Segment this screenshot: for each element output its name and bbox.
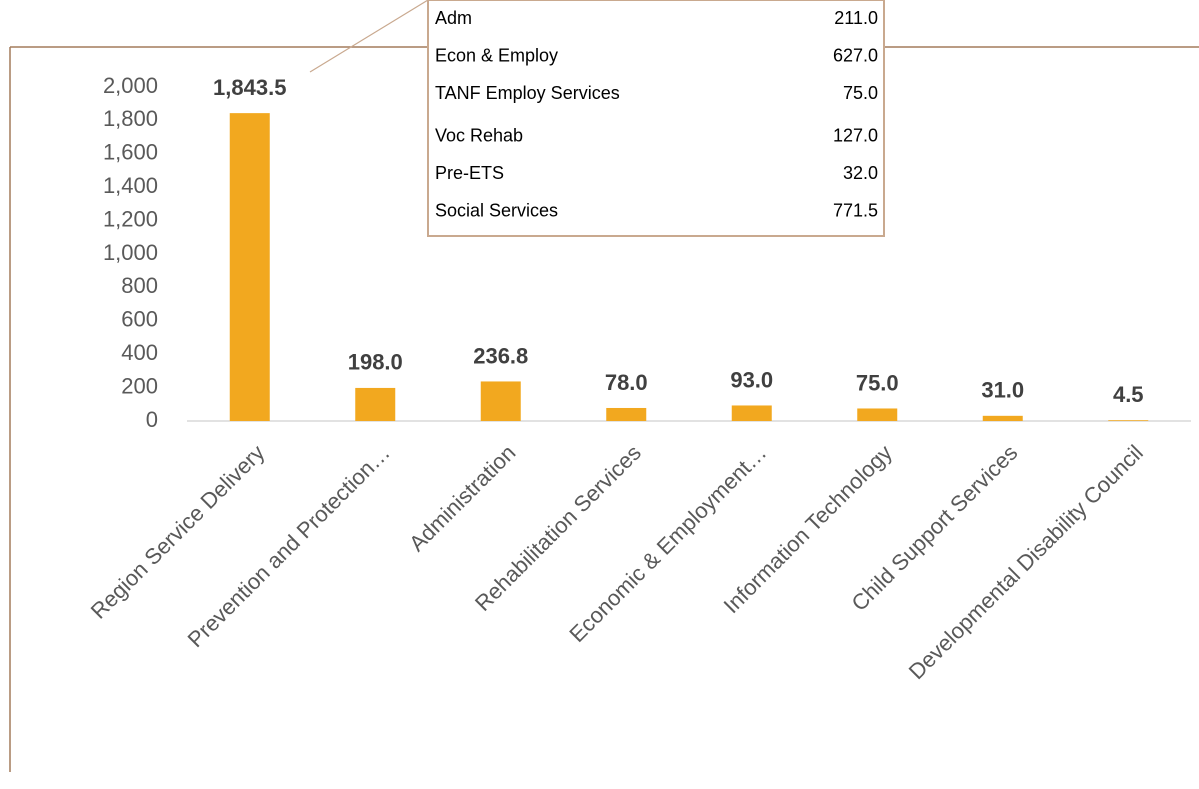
x-tick-label: Developmental Disability Council [904,440,1148,684]
callout-value: 211.0 [834,8,878,28]
callout-label: Econ & Employ [435,45,558,65]
callout-label: Voc Rehab [435,125,523,145]
callout-leader [309,0,429,73]
bar [480,381,521,421]
callout-box [427,0,885,237]
value-label: 31.0 [981,378,1024,403]
callout-label: Adm [435,8,472,28]
value-label: 1,843.5 [213,75,286,100]
bar [982,415,1023,421]
bar [857,408,898,421]
bar [355,387,396,421]
x-tick-label: Prevention and Protection… [183,440,395,652]
y-tick-label: 1,400 [103,173,158,198]
y-tick-label: 200 [121,373,158,398]
y-tick-label: 2,000 [103,73,158,98]
callout-label: TANF Employ Services [435,83,620,103]
value-label: 198.0 [348,350,403,375]
x-tick-label: Economic & Employment… [564,440,771,647]
callout-value: 32.0 [843,163,878,183]
callout-value: 75.0 [843,83,878,103]
bar [731,405,772,421]
value-label: 78.0 [605,370,648,395]
value-label: 4.5 [1113,382,1144,407]
bar [229,113,270,421]
bar [606,407,647,421]
x-tick-label: Administration [404,440,520,556]
y-tick-label: 800 [121,273,158,298]
callout-value: 771.5 [833,200,878,220]
y-tick-label: 600 [121,307,158,332]
callout-label: Pre-ETS [435,163,504,183]
callout-label: Social Services [435,200,558,220]
callout-value: 127.0 [833,125,878,145]
y-tick-label: 1,600 [103,140,158,165]
value-label: 75.0 [856,370,899,395]
value-label: 93.0 [730,367,773,392]
value-label: 236.8 [473,343,528,368]
y-tick-label: 1,800 [103,106,158,131]
callout-value: 627.0 [833,45,878,65]
y-tick-label: 400 [121,340,158,365]
y-tick-label: 0 [146,407,158,432]
y-tick-label: 1,200 [103,206,158,231]
y-tick-label: 1,000 [103,240,158,265]
bar [1108,420,1149,421]
